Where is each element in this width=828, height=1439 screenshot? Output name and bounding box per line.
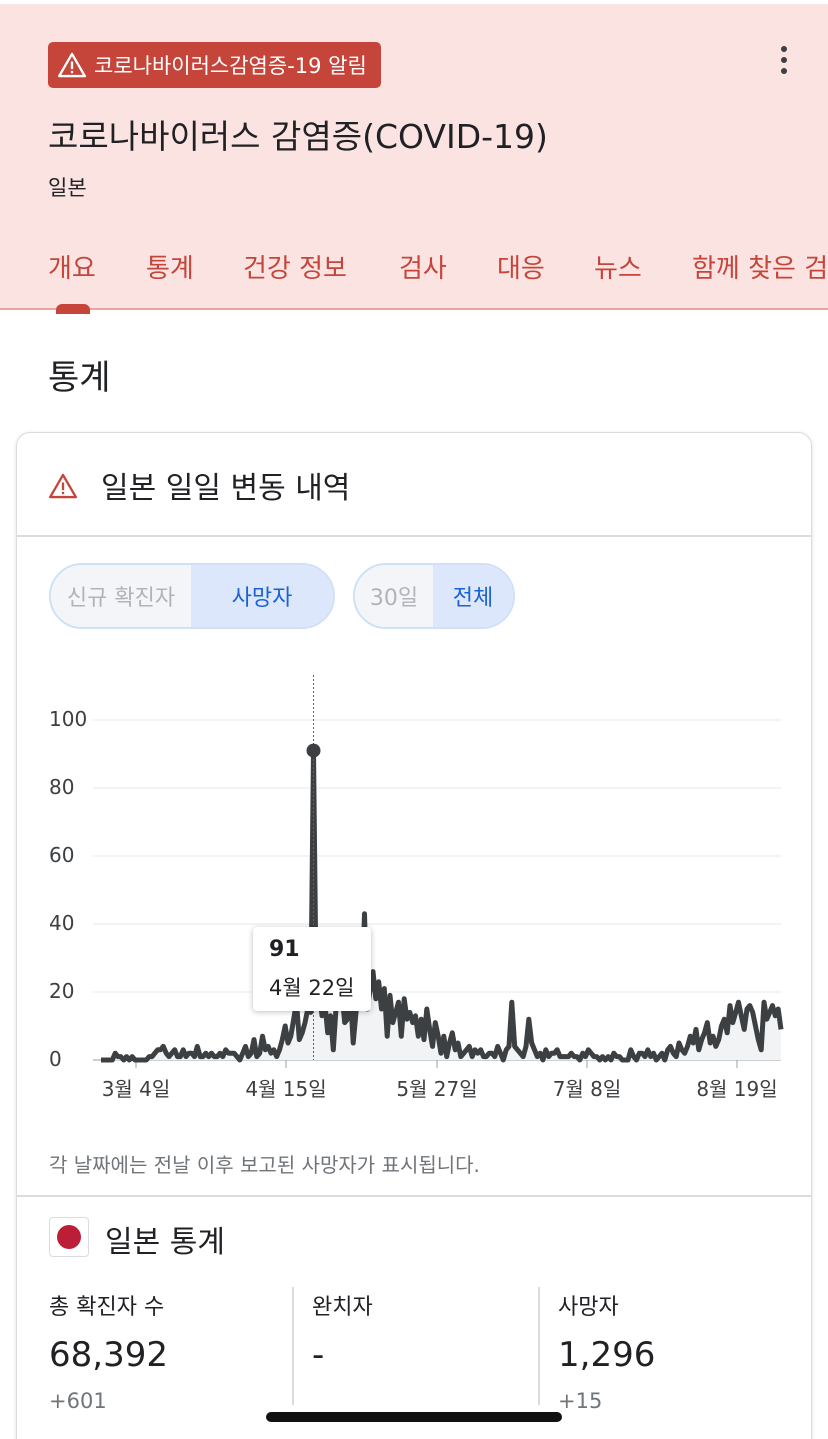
y-tick-label: 20 — [49, 979, 75, 1003]
range-toggle: 30일 전체 — [353, 563, 515, 629]
stat-separator — [292, 1287, 294, 1405]
deaths-chart-svg — [93, 675, 784, 1068]
chart-footnote: 각 날짜에는 전날 이후 보고된 사망자가 표시됩니다. — [49, 1153, 480, 1177]
warning-icon — [58, 52, 86, 78]
japan-flag-icon — [49, 1217, 89, 1257]
series-line-deaths — [101, 748, 784, 1063]
y-tick-label: 80 — [49, 775, 75, 799]
stat-value: 1,296 — [558, 1335, 656, 1375]
stat-value: - — [312, 1335, 325, 1375]
card-title: 일본 일일 변동 내역 — [101, 471, 351, 506]
stat-delta: +15 — [558, 1389, 603, 1413]
more-options-icon[interactable] — [770, 40, 798, 80]
tab-testing[interactable]: 검사 — [399, 254, 447, 284]
metric-toggle: 신규 확진자 사망자 — [49, 563, 335, 629]
card-header: 일본 일일 변동 내역 — [17, 433, 811, 537]
alert-chip-label: 코로나바이러스감염증-19 알림 — [94, 54, 367, 78]
y-tick-label: 0 — [49, 1047, 62, 1071]
page-title: 코로나바이러스 감염증(COVID-19) — [48, 117, 548, 156]
metric-option-new-cases[interactable]: 신규 확진자 — [51, 565, 192, 627]
stat-recovered: 완치자 - — [312, 1289, 373, 1389]
x-tick-label: 7월 8일 — [552, 1077, 622, 1101]
tab-statistics[interactable]: 통계 — [146, 254, 194, 284]
x-tick-label: 4월 15일 — [245, 1077, 327, 1101]
stat-delta: +601 — [49, 1389, 107, 1413]
stat-deaths: 사망자 1,296 +15 — [558, 1289, 655, 1413]
stat-label: 사망자 — [558, 1295, 619, 1320]
warning-icon — [49, 473, 77, 499]
range-option-all[interactable]: 전체 — [433, 565, 513, 627]
stats-title: 일본 통계 — [105, 1225, 225, 1260]
stat-label: 총 확진자 수 — [49, 1295, 165, 1320]
daily-change-card: 일본 일일 변동 내역 신규 확진자 사망자 30일 전체 3월 4일 4월 15… — [16, 432, 812, 1439]
y-tick-label: 100 — [49, 707, 88, 731]
x-tick-label: 8월 19일 — [696, 1077, 778, 1101]
tab-overview[interactable]: 개요 — [48, 254, 96, 284]
tab-bar: 개요 통계 건강 정보 검사 대응 뉴스 함께 찾은 검색어 — [48, 248, 828, 308]
tooltip-value: 91 — [269, 937, 300, 962]
covid-alert-chip[interactable]: 코로나바이러스감염증-19 알림 — [48, 42, 381, 88]
stat-separator — [538, 1287, 540, 1405]
tab-news[interactable]: 뉴스 — [594, 254, 642, 284]
home-indicator — [266, 1412, 562, 1422]
tab-related-searches[interactable]: 함께 찾은 검색어 — [692, 254, 828, 284]
section-title: 통계 — [48, 358, 111, 398]
series-area — [101, 750, 781, 1060]
page-subtitle: 일본 — [48, 176, 87, 200]
highlight-point — [306, 743, 321, 758]
stat-total-cases: 총 확진자 수 68,392 +601 — [49, 1289, 168, 1413]
tab-selected-indicator — [56, 304, 90, 314]
stat-label: 완치자 — [312, 1295, 373, 1320]
tooltip-date: 4월 22일 — [269, 976, 355, 1000]
x-tick-label: 3월 4일 — [101, 1077, 171, 1101]
y-tick-label: 60 — [49, 843, 75, 867]
divider — [17, 1195, 811, 1197]
tab-health-info[interactable]: 건강 정보 — [243, 254, 347, 284]
range-option-30-days[interactable]: 30일 — [355, 565, 434, 627]
chart-tooltip: 91 4월 22일 — [253, 927, 371, 1011]
covid-header: 코로나바이러스감염증-19 알림 코로나바이러스 감염증(COVID-19) 일… — [0, 4, 828, 314]
stat-value: 68,392 — [49, 1335, 168, 1375]
deaths-chart[interactable]: 3월 4일 4월 15일 5월 27일 7월 8일 8월 19일 0 20 40 60 80 10… — [17, 663, 811, 1113]
tab-response[interactable]: 대응 — [497, 254, 545, 284]
metric-option-deaths[interactable]: 사망자 — [191, 565, 333, 627]
y-tick-label: 40 — [49, 911, 75, 935]
x-tick-label: 5월 27일 — [396, 1077, 478, 1101]
